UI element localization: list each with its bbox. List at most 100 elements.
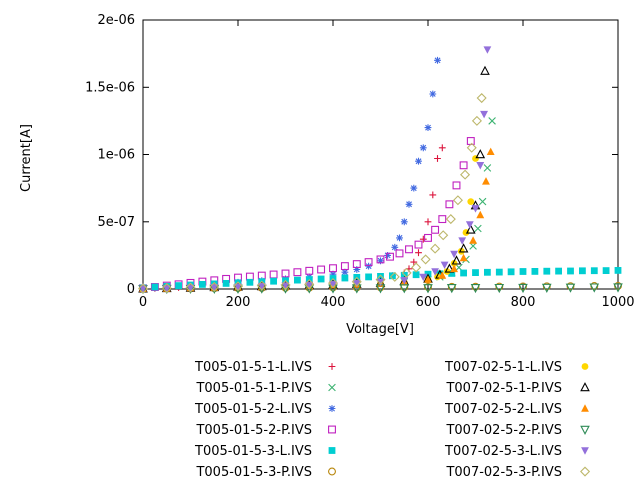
legend-item: T005-01-5-2-L.IVS [194, 402, 336, 417]
x-tick-label: 1000 [601, 295, 634, 310]
data-point [161, 283, 172, 294]
data-point [445, 214, 456, 225]
data-point [451, 255, 462, 265]
data-point [480, 65, 490, 75]
data-point [364, 258, 373, 267]
data-point [412, 271, 420, 279]
legend-label: T005-01-5-1-L.IVS [194, 360, 312, 375]
data-point [472, 155, 479, 162]
data-point [476, 210, 485, 219]
data-point [543, 267, 551, 275]
data-point [431, 225, 440, 234]
data-point [450, 260, 458, 267]
data-point [434, 56, 441, 64]
data-point [458, 237, 467, 245]
data-point [450, 250, 458, 259]
data-point [486, 147, 495, 155]
data-point [386, 252, 394, 261]
data-point [222, 280, 230, 287]
data-point [317, 265, 326, 274]
data-point [438, 144, 446, 152]
data-point [452, 181, 461, 190]
legend-item: T005-01-5-3-L.IVS [194, 444, 336, 459]
data-point [459, 253, 468, 262]
data-point [438, 271, 447, 279]
data-point [209, 281, 220, 292]
data-point [476, 162, 485, 170]
legend-label: T007-02-5-3-L.IVS [444, 444, 562, 459]
data-point [365, 273, 372, 281]
x-axis-label: Voltage[V] [346, 322, 414, 337]
data-point [590, 267, 598, 275]
data-point [467, 198, 475, 206]
data-point [415, 157, 422, 165]
series-T007-02-5-3-L.IVS [139, 46, 492, 293]
data-point [614, 267, 622, 274]
data-point [450, 264, 458, 273]
legend-marker-icon [581, 404, 589, 412]
data-point [613, 283, 623, 293]
data-point [199, 281, 206, 288]
data-point [293, 268, 302, 277]
data-point [460, 269, 467, 277]
data-point [420, 254, 431, 265]
data-point [396, 234, 403, 242]
legend: T005-01-5-1-L.IVS T005-01-5-1-P.IVS T005-0… [194, 360, 591, 480]
data-point [185, 282, 196, 293]
data-point [281, 282, 290, 290]
legend-item: T005-01-5-1-P.IVS [195, 381, 336, 396]
data-point [257, 282, 266, 291]
data-point [400, 277, 409, 285]
data-point [484, 268, 491, 276]
data-point [376, 255, 385, 264]
data-point [423, 284, 433, 294]
data-point [351, 276, 362, 287]
data-point [399, 284, 410, 294]
data-point [471, 115, 482, 126]
data-point [281, 269, 290, 278]
x-tick-label: 800 [511, 295, 536, 310]
data-point [419, 144, 427, 152]
data-point [186, 284, 195, 292]
legend-marker-icon [581, 363, 589, 370]
data-point [151, 283, 159, 291]
y-tick-label: 0 [127, 282, 135, 297]
legend-item: T007-02-5-2-P.IVS [445, 423, 590, 438]
legend-label: T007-02-5-1-L.IVS [444, 360, 562, 375]
data-point [419, 273, 428, 282]
data-point [424, 218, 432, 226]
data-point [405, 245, 413, 254]
legend-label: T007-02-5-2-P.IVS [445, 423, 562, 438]
legend-marker-icon [580, 466, 591, 477]
data-point [411, 262, 422, 273]
data-point [341, 274, 349, 282]
data-point [419, 235, 427, 243]
legend-item: T005-01-5-2-P.IVS [195, 423, 336, 438]
legend-item: T005-01-5-3-P.IVS [195, 465, 336, 480]
data-point [376, 278, 385, 287]
data-point [438, 230, 449, 241]
data-point [429, 191, 437, 199]
data-point [305, 281, 314, 290]
data-point [519, 268, 527, 275]
legend-item: T005-01-5-1-L.IVS [194, 360, 336, 375]
data-point [352, 260, 361, 269]
legend-label: T007-02-5-2-L.IVS [444, 402, 562, 417]
data-point [471, 205, 480, 213]
x-tick-label: 0 [139, 295, 147, 310]
data-point [465, 221, 474, 229]
data-point [400, 218, 408, 226]
data-point [256, 280, 267, 291]
legend-label: T005-01-5-1-P.IVS [195, 381, 312, 396]
y-tick-label: 5e-07 [97, 215, 135, 230]
y-tick-label: 1e-06 [97, 148, 135, 163]
data-point [405, 200, 413, 208]
legend-item: T007-02-5-1-P.IVS [445, 381, 590, 396]
data-point [438, 215, 447, 224]
x-tick-label: 200 [226, 295, 251, 310]
data-point [567, 267, 574, 275]
data-point [138, 283, 149, 294]
data-point [465, 224, 476, 234]
data-point [565, 283, 576, 293]
